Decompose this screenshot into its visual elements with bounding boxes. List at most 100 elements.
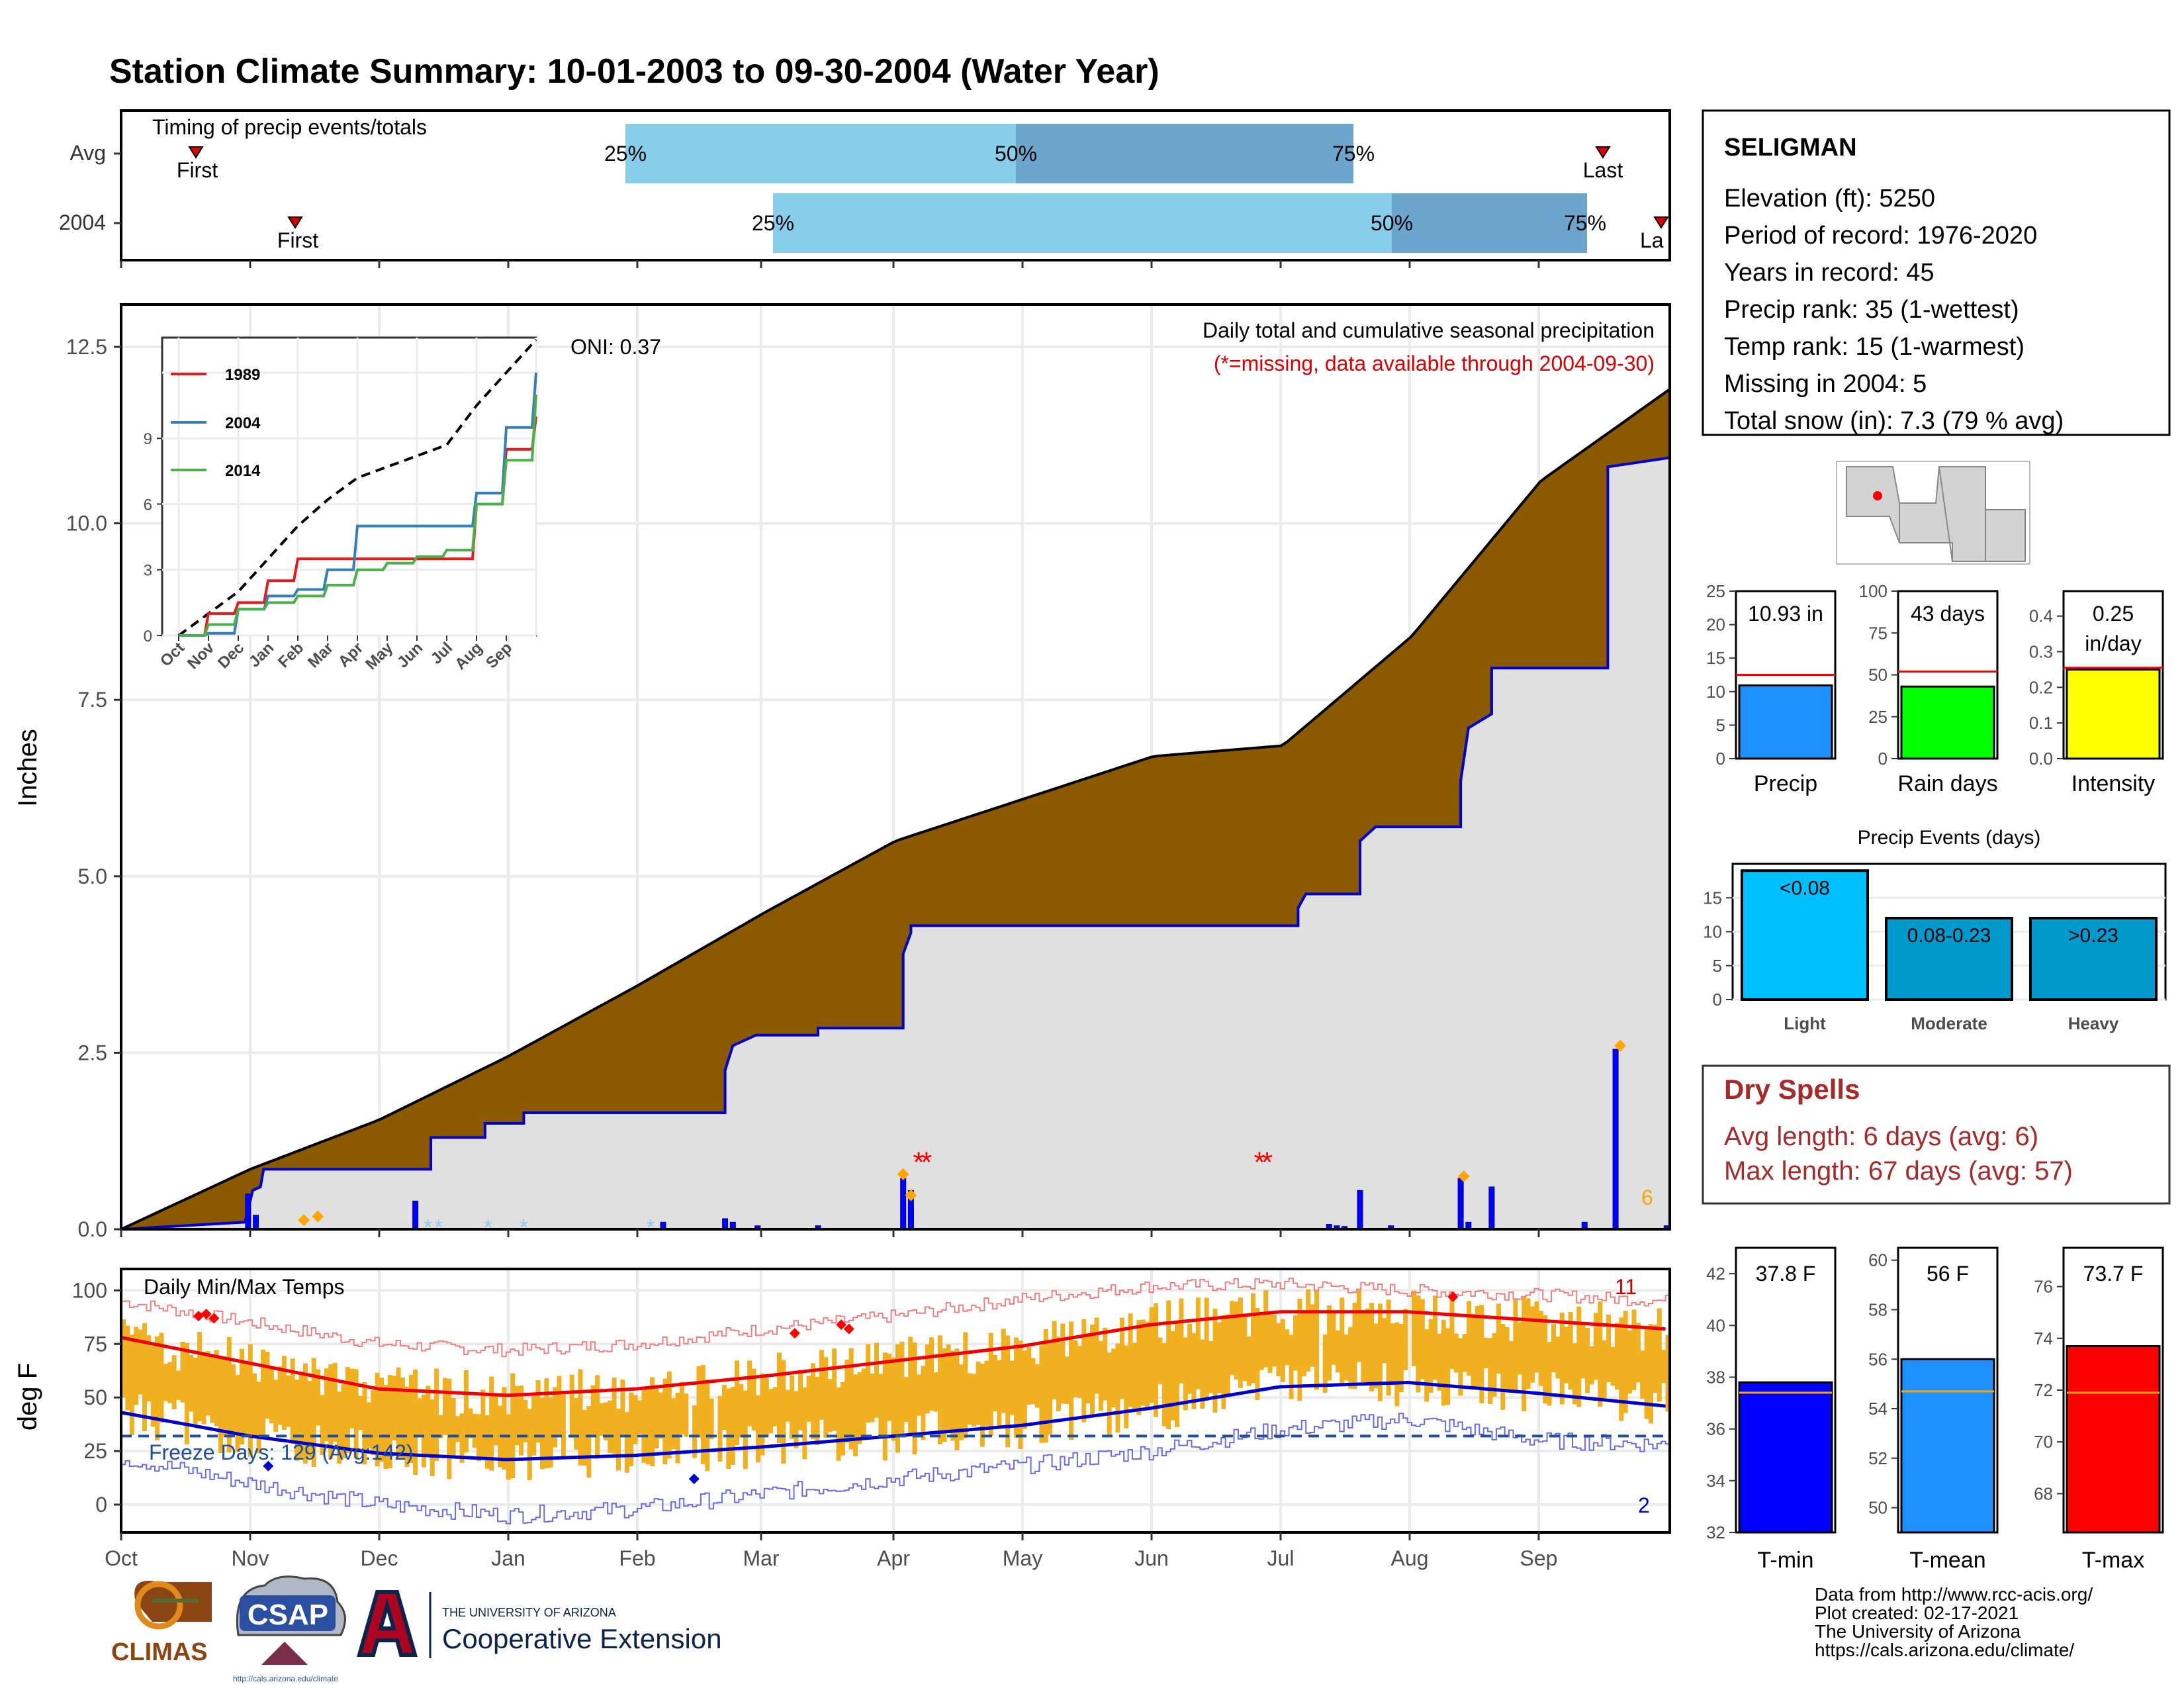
daily-temp-bar xyxy=(933,1372,938,1412)
daily-temp-bar xyxy=(1551,1324,1556,1373)
daily-temp-bar xyxy=(756,1395,760,1463)
daily-temp-bar xyxy=(1285,1329,1290,1366)
record-high-marker xyxy=(208,1313,220,1324)
year-last-label: La xyxy=(1640,228,1664,252)
footer-credits: Data from http://www.rcc-acis.org/ Plot … xyxy=(1815,1584,2093,1660)
daily-temp-bar xyxy=(629,1392,634,1467)
daily-temp-bar xyxy=(1276,1323,1281,1376)
daily-temp-bar xyxy=(375,1372,380,1467)
daily-temp-bar xyxy=(1216,1322,1222,1393)
precip-y-tick-label: 5.0 xyxy=(78,865,107,888)
daily-temp-bar xyxy=(1509,1341,1514,1392)
daily-temp-bar xyxy=(349,1368,355,1429)
summary-value-label: 0.25 xyxy=(2093,602,2134,626)
daily-temp-bar xyxy=(557,1376,562,1435)
inset-frame xyxy=(161,336,537,637)
daily-temp-bar xyxy=(273,1380,279,1432)
summary-y-tick-label: 5 xyxy=(1716,715,1725,735)
daily-temp-bar xyxy=(1500,1323,1506,1410)
daily-temp-bar xyxy=(887,1353,892,1421)
daily-temp-bar xyxy=(777,1352,782,1443)
daily-temp-bar xyxy=(1665,1335,1670,1412)
daily-temp-bar xyxy=(1005,1335,1011,1448)
daily-temp-bar xyxy=(298,1372,304,1458)
daily-temp-bar xyxy=(506,1414,511,1480)
daily-temp-bar xyxy=(925,1344,930,1414)
summary-y-tick-label: 100 xyxy=(1859,581,1888,601)
daily-temp-bar xyxy=(1191,1333,1197,1409)
daily-temp-bar xyxy=(1356,1288,1361,1362)
trace-marker: * xyxy=(647,1215,655,1239)
summary-y-tick-label: 50 xyxy=(1868,665,1888,685)
daily-temp-bar xyxy=(1306,1289,1311,1372)
temp-summary-y-tick-label: 74 xyxy=(2034,1329,2053,1348)
daily-temp-bar xyxy=(1183,1337,1188,1411)
daily-temp-bar xyxy=(679,1382,684,1434)
daily-temp-bar xyxy=(582,1409,587,1466)
month-tick-label: Dec xyxy=(361,1546,398,1570)
daily-temp-bar xyxy=(1386,1299,1391,1396)
daily-temp-bar xyxy=(946,1344,951,1432)
daily-temp-bar xyxy=(1161,1343,1167,1427)
daily-temp-bar xyxy=(1606,1315,1612,1383)
daily-temp-bar xyxy=(180,1341,185,1403)
daily-temp-bar xyxy=(214,1350,219,1427)
daily-temp-bar xyxy=(371,1390,376,1456)
daily-temp-bar xyxy=(138,1329,143,1395)
summary-y-tick-label: 10 xyxy=(1706,682,1725,702)
events-y-tick-label: 15 xyxy=(1703,888,1722,908)
daily-temp-bar xyxy=(1610,1346,1615,1386)
daily-temp-bar xyxy=(1301,1312,1306,1377)
daily-temp-bar xyxy=(764,1378,769,1436)
daily-temp-bar xyxy=(510,1373,516,1479)
summary-y-tick-label: 0.0 xyxy=(2029,749,2053,769)
daily-temp-bar xyxy=(1119,1317,1124,1399)
daily-temp-bar xyxy=(921,1366,926,1440)
daily-temp-bar xyxy=(493,1395,498,1446)
daily-temp-bar xyxy=(337,1391,342,1464)
daily-temp-bar xyxy=(125,1325,130,1411)
daily-temp-bar xyxy=(929,1337,934,1411)
temp-y-tick-label: 100 xyxy=(72,1278,107,1302)
daily-precip-bar xyxy=(722,1218,729,1230)
daily-temp-bar xyxy=(1644,1326,1649,1419)
daily-temp-bar xyxy=(1467,1301,1472,1376)
missing-marker: * xyxy=(1261,1146,1273,1178)
precip-y-tick-label: 12.5 xyxy=(66,335,107,359)
temp-summary-value-label: 73.7 F xyxy=(2083,1262,2144,1286)
daily-temp-bar xyxy=(1085,1334,1091,1404)
daily-temp-bar xyxy=(1614,1323,1619,1390)
daily-temp-bar xyxy=(155,1336,160,1440)
daily-temp-bar xyxy=(979,1364,985,1447)
daily-temp-bar xyxy=(1289,1335,1294,1399)
daily-temp-bar xyxy=(1064,1356,1069,1404)
daily-temp-bar xyxy=(827,1379,833,1432)
daily-temp-bar xyxy=(1111,1348,1116,1407)
daily-temp-bar xyxy=(608,1400,613,1453)
daily-temp-bar xyxy=(282,1356,287,1430)
daily-precip-bar xyxy=(245,1194,251,1230)
station-info-line: Elevation (ft): 5250 xyxy=(1724,185,1935,212)
daily-temp-bar xyxy=(379,1378,384,1462)
temp-y-tick-label: 75 xyxy=(83,1332,107,1356)
daily-temp-bar xyxy=(1310,1304,1315,1367)
temp-summary-y-tick-label: 60 xyxy=(1868,1250,1888,1270)
temp-summary-y-tick-label: 70 xyxy=(2034,1432,2053,1452)
daily-temp-bar xyxy=(201,1352,206,1425)
trace-marker: * xyxy=(434,1215,442,1239)
daily-temp-bar xyxy=(197,1332,203,1421)
daily-temp-bar xyxy=(815,1376,820,1446)
daily-temp-bar xyxy=(633,1395,638,1444)
daily-temp-bar xyxy=(963,1332,968,1438)
daily-temp-bar xyxy=(277,1366,283,1425)
daily-precip-bar xyxy=(1357,1190,1363,1230)
daily-temp-bar xyxy=(882,1352,887,1461)
temp-summary-y-tick-label: 68 xyxy=(2034,1483,2053,1503)
temp-summary-y-tick-label: 58 xyxy=(1868,1299,1888,1319)
daily-temp-bar xyxy=(544,1378,549,1469)
daily-temp-bar xyxy=(662,1378,668,1464)
daily-temp-bar xyxy=(1136,1320,1142,1415)
daily-temp-bar xyxy=(1547,1342,1552,1406)
daily-temp-bar xyxy=(1437,1333,1442,1391)
daily-temp-bar xyxy=(1585,1327,1590,1393)
